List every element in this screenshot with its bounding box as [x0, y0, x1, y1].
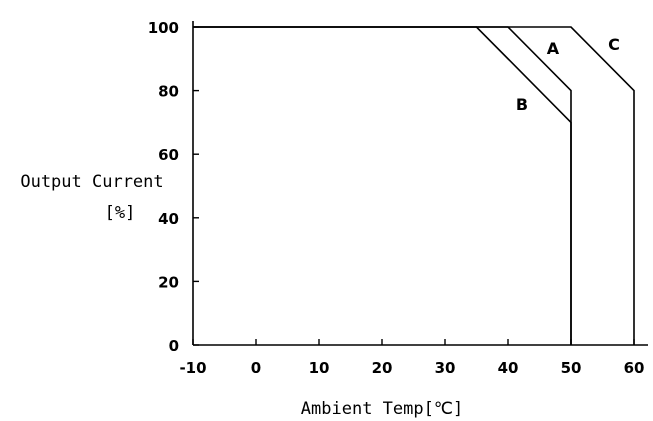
curve-label-b: B [516, 95, 528, 114]
y-tick-label: 20 [158, 273, 179, 291]
series-line-a [193, 26, 572, 345]
x-tick-label: 10 [309, 359, 330, 377]
y-tick-label: 0 [169, 337, 179, 355]
series-line-c [193, 26, 635, 345]
y-tick-label: 80 [158, 83, 179, 101]
y-tick-label: 60 [158, 146, 179, 164]
x-tick-label: 60 [624, 359, 645, 377]
y-tick-label: 100 [148, 19, 179, 37]
curve-labels: A B C [516, 35, 620, 114]
series-lines [193, 26, 635, 345]
x-tick-label: -10 [179, 359, 206, 377]
x-tick-label: 40 [498, 359, 519, 377]
x-tick-label: 20 [372, 359, 393, 377]
axes [192, 21, 648, 346]
y-tick-label: 40 [158, 210, 179, 228]
y-axis-title-line2: [%] [105, 203, 136, 223]
y-tick-labels: 0 20 40 60 80 100 [148, 19, 179, 355]
x-tick-label: 50 [561, 359, 582, 377]
x-tick-label: 0 [251, 359, 261, 377]
series-line-b [193, 26, 572, 345]
x-tick-labels: -10 0 10 20 30 40 50 60 [179, 359, 644, 377]
x-tick-label: 30 [435, 359, 456, 377]
x-axis-title: Ambient Temp[℃] [301, 399, 463, 419]
curve-label-c: C [608, 35, 620, 54]
curve-label-a: A [547, 39, 560, 58]
y-axis-title-line1: Output Current [20, 172, 163, 192]
